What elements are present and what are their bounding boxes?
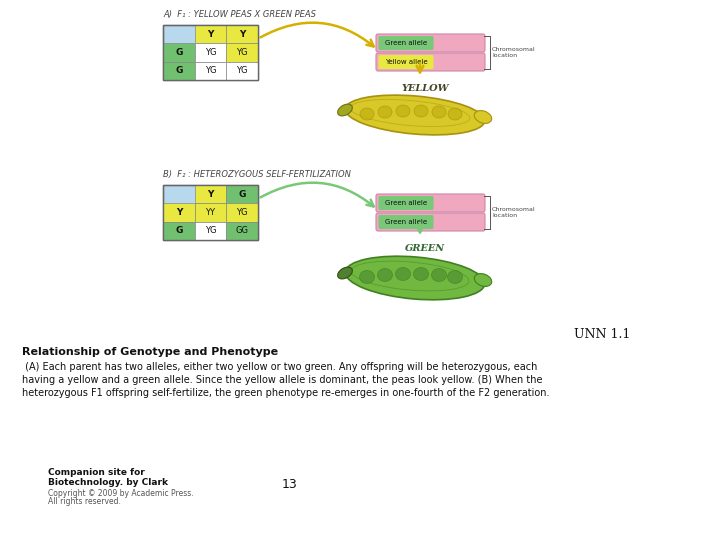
FancyBboxPatch shape (194, 204, 226, 221)
FancyBboxPatch shape (194, 25, 226, 43)
Text: Green allele: Green allele (385, 200, 427, 206)
Text: Copyright © 2009 by Academic Press.: Copyright © 2009 by Academic Press. (48, 489, 194, 498)
FancyBboxPatch shape (226, 25, 258, 43)
FancyBboxPatch shape (379, 215, 433, 229)
Text: GREEN: GREEN (405, 244, 445, 253)
Text: GG: GG (235, 226, 248, 235)
Ellipse shape (448, 271, 462, 284)
FancyBboxPatch shape (226, 221, 258, 240)
Text: A)  F₁ : YELLOW PEAS X GREEN PEAS: A) F₁ : YELLOW PEAS X GREEN PEAS (163, 10, 316, 19)
Text: Relationship of Genotype and Phenotype: Relationship of Genotype and Phenotype (22, 347, 278, 357)
Text: 13: 13 (282, 478, 298, 491)
FancyBboxPatch shape (226, 185, 258, 204)
FancyBboxPatch shape (194, 62, 226, 80)
Text: YY: YY (205, 208, 215, 217)
Ellipse shape (346, 95, 485, 135)
Text: having a yellow and a green allele. Since the yellow allele is dominant, the pea: having a yellow and a green allele. Sinc… (22, 375, 542, 385)
FancyBboxPatch shape (194, 221, 226, 240)
Text: YG: YG (204, 66, 216, 76)
Text: heterozygous F1 offspring self-fertilize, the green phenotype re-emerges in one-: heterozygous F1 offspring self-fertilize… (22, 388, 549, 398)
Ellipse shape (448, 108, 462, 120)
FancyBboxPatch shape (376, 53, 485, 71)
Text: Y: Y (239, 30, 246, 39)
Text: Green allele: Green allele (385, 219, 427, 225)
FancyBboxPatch shape (226, 62, 258, 80)
Text: Chromosomal
location: Chromosomal location (492, 47, 536, 58)
Text: Companion site for: Companion site for (48, 468, 145, 477)
Text: G: G (175, 226, 183, 235)
FancyBboxPatch shape (163, 43, 194, 62)
Text: YG: YG (236, 48, 248, 57)
FancyBboxPatch shape (376, 194, 485, 212)
FancyBboxPatch shape (379, 196, 433, 210)
FancyBboxPatch shape (163, 25, 258, 80)
FancyBboxPatch shape (226, 43, 258, 62)
Ellipse shape (338, 267, 352, 279)
Ellipse shape (338, 104, 352, 116)
FancyBboxPatch shape (194, 43, 226, 62)
Text: YELLOW: YELLOW (401, 84, 449, 93)
Ellipse shape (413, 267, 428, 280)
Text: All rights reserved.: All rights reserved. (48, 497, 121, 506)
Ellipse shape (431, 268, 446, 281)
Text: Chromosomal
location: Chromosomal location (492, 207, 536, 218)
Ellipse shape (359, 271, 374, 284)
Text: UNN 1.1: UNN 1.1 (574, 328, 630, 341)
Text: YG: YG (204, 226, 216, 235)
Text: YG: YG (236, 208, 248, 217)
FancyBboxPatch shape (226, 204, 258, 221)
Text: B)  F₂ : HETEROZYGOUS SELF-FERTILIZATION: B) F₂ : HETEROZYGOUS SELF-FERTILIZATION (163, 171, 351, 179)
Ellipse shape (474, 274, 492, 286)
FancyBboxPatch shape (163, 204, 194, 221)
Ellipse shape (360, 108, 374, 120)
FancyBboxPatch shape (379, 55, 433, 69)
Ellipse shape (377, 268, 392, 281)
Text: Y: Y (176, 208, 182, 217)
Text: (A) Each parent has two alleles, either two yellow or two green. Any offspring w: (A) Each parent has two alleles, either … (22, 362, 537, 372)
Text: Biotechnology. by Clark: Biotechnology. by Clark (48, 478, 168, 487)
FancyBboxPatch shape (163, 62, 194, 80)
Ellipse shape (396, 105, 410, 117)
Text: Green allele: Green allele (385, 40, 427, 46)
Ellipse shape (432, 106, 446, 118)
Text: G: G (238, 190, 246, 199)
FancyBboxPatch shape (376, 213, 485, 231)
Ellipse shape (346, 256, 485, 300)
Text: YG: YG (236, 66, 248, 76)
Text: Y: Y (207, 190, 214, 199)
Text: Yellow allele: Yellow allele (384, 59, 427, 65)
Ellipse shape (378, 106, 392, 118)
Text: G: G (175, 66, 183, 76)
FancyBboxPatch shape (379, 36, 433, 50)
Text: YG: YG (204, 48, 216, 57)
Ellipse shape (414, 105, 428, 117)
FancyBboxPatch shape (194, 185, 226, 204)
FancyBboxPatch shape (163, 221, 194, 240)
Text: G: G (175, 48, 183, 57)
Ellipse shape (395, 267, 410, 280)
FancyBboxPatch shape (376, 34, 485, 52)
Text: Y: Y (207, 30, 214, 39)
Ellipse shape (474, 111, 492, 124)
FancyBboxPatch shape (163, 185, 258, 240)
